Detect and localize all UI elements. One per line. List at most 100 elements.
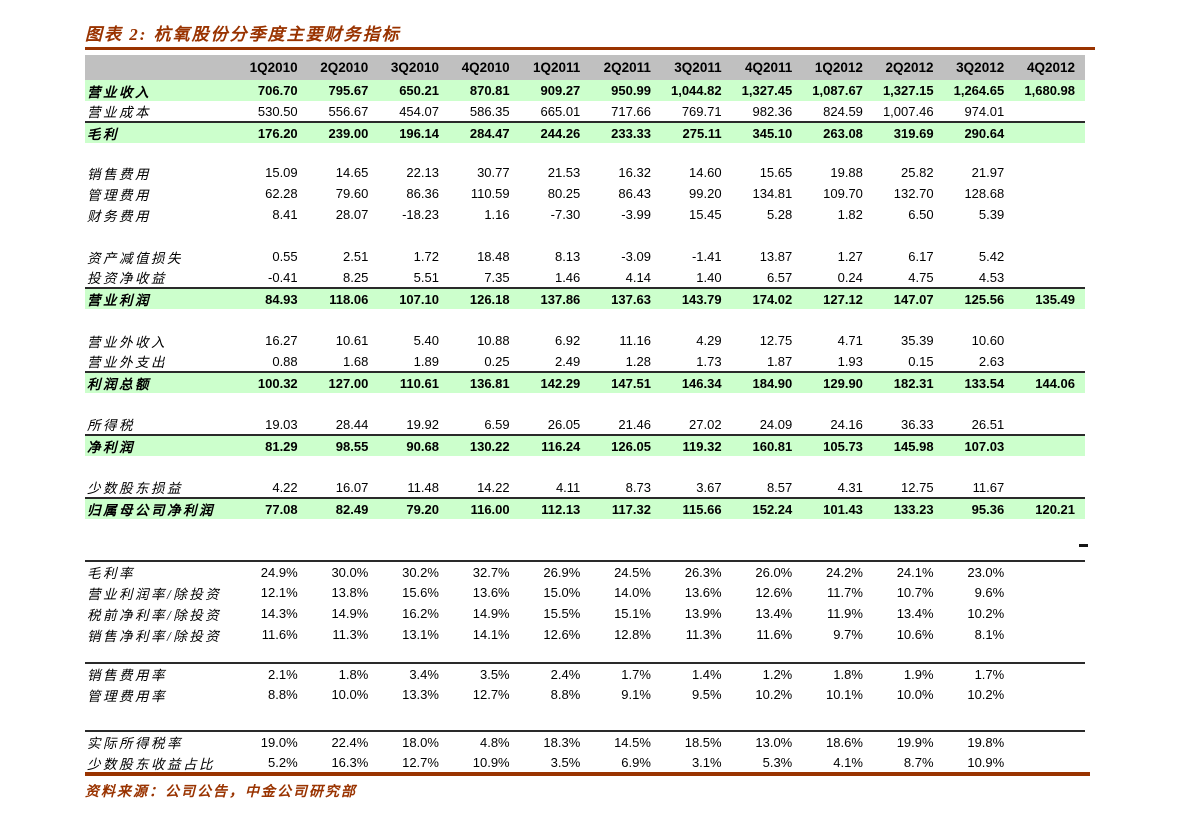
value-cell: 556.67: [328, 103, 369, 119]
value-cell: 3.1%: [691, 755, 722, 770]
value-cell: 4.75: [908, 269, 934, 285]
value-cell: 22.4%: [307, 730, 379, 752]
value-cell: [1014, 624, 1085, 645]
spacer-cell: [85, 456, 1085, 477]
quarter-column-header: 4Q2011: [731, 55, 803, 80]
value-cell: 129.90: [802, 371, 873, 393]
spacer-row: [85, 225, 1085, 246]
value-cell: 4.22: [272, 479, 298, 495]
value-cell: 182.31: [872, 371, 944, 393]
value-cell: 4.14: [625, 269, 651, 285]
value-cell: 15.65: [759, 165, 793, 180]
value-cell: [1014, 560, 1085, 582]
spacer-row: [85, 456, 1085, 477]
value-cell: 870.81: [448, 80, 520, 101]
value-cell: 13.0%: [731, 730, 803, 752]
value-cell: 5.42: [978, 249, 1005, 264]
value-cell: 10.2%: [755, 687, 793, 702]
value-cell: 128.68: [964, 186, 1005, 201]
value-cell: 18.3%: [519, 730, 591, 752]
value-cell: 19.0%: [237, 730, 308, 752]
value-cell: 10.0%: [331, 687, 369, 702]
value-cell: 30.0%: [307, 560, 379, 582]
value-cell: 19.88: [830, 165, 863, 180]
value-cell: 126.05: [590, 434, 661, 456]
value-cell: 13.1%: [402, 627, 439, 642]
value-cell: 160.81: [731, 434, 803, 456]
value-cell: 26.9%: [519, 560, 591, 582]
quarter-column-header: 1Q2012: [802, 55, 873, 80]
value-cell: 79.20: [378, 497, 449, 519]
value-cell: 1.87: [766, 353, 793, 369]
quarter-column-header: 4Q2012: [1014, 55, 1085, 80]
value-cell: [1014, 434, 1085, 456]
table-row: 投资净收益 -0.41 8.25 5.51 7.35 1.46 4.14 1.40 6.57 0.…: [85, 267, 1085, 288]
title-underline: [85, 47, 1095, 50]
value-cell: -1.41: [691, 249, 722, 264]
value-cell: [1014, 121, 1085, 143]
value-cell: 125.56: [943, 287, 1015, 309]
table-row: 少数股东收益占比 5.2% 16.3% 12.7% 10.9% 3.5% 6.9% 3.1% 5…: [85, 752, 1085, 773]
value-cell: 11.67: [972, 479, 1005, 495]
value-cell: 15.6%: [402, 585, 439, 600]
table-row: 营业收入 706.70 795.67 650.21 870.81 909.27 950.99…: [85, 80, 1085, 101]
value-cell: 1.73: [696, 353, 722, 369]
row-label: 营业外收入: [87, 334, 167, 350]
value-cell: 137.63: [590, 287, 661, 309]
value-cell: 1.40: [696, 269, 722, 285]
value-cell: 137.86: [519, 287, 591, 309]
table-row: 毛利率 24.9% 30.0% 30.2% 32.7% 26.9% 24.5% 26.3% 26…: [85, 560, 1085, 582]
value-cell: 35.39: [901, 333, 934, 348]
value-cell: 706.70: [237, 80, 308, 101]
value-cell: 8.7%: [903, 755, 934, 770]
value-cell: 7.35: [484, 269, 510, 285]
value-cell: 3.67: [696, 479, 722, 495]
value-cell: 13.6%: [684, 585, 722, 600]
table-row: 实际所得税率 19.0% 22.4% 18.0% 4.8% 18.3% 14.5% 18.5%…: [85, 730, 1085, 752]
value-cell: 144.06: [1014, 371, 1085, 393]
value-cell: 2.49: [554, 353, 581, 369]
value-cell: 147.07: [872, 287, 944, 309]
value-cell: 133.54: [943, 371, 1015, 393]
value-cell: 32.7%: [448, 560, 520, 582]
value-cell: 1.7%: [590, 662, 661, 684]
value-cell: 5.51: [413, 269, 439, 285]
value-cell: 6.50: [908, 207, 934, 222]
value-cell: 14.22: [477, 479, 510, 495]
value-cell: 12.6%: [543, 627, 581, 642]
row-label: 管理费用率: [87, 688, 167, 704]
value-cell: 2.51: [343, 249, 369, 264]
table-row: 营业外收入 16.27 10.61 5.40 10.88 6.92 11.16 4.29 12.…: [85, 330, 1085, 351]
quarter-column-header: 3Q2010: [378, 55, 449, 80]
value-cell: 130.22: [448, 434, 520, 456]
value-cell: 143.79: [660, 287, 732, 309]
value-cell: 6.92: [554, 333, 581, 348]
table-header-row: 1Q2010 2Q2010 3Q2010 4Q2010 1Q2011 2Q2011 3Q20…: [85, 55, 1085, 80]
table-row: 销售费用 15.09 14.65 22.13 30.77 21.53 16.32 14.60 1…: [85, 162, 1085, 183]
value-cell: 8.8%: [550, 687, 581, 702]
value-cell: 127.00: [307, 371, 379, 393]
value-cell: 14.1%: [472, 627, 510, 642]
value-cell: [1014, 246, 1085, 267]
row-label: 实际所得税率: [85, 730, 237, 752]
value-cell: 1,007.46: [882, 103, 934, 119]
value-cell: 275.11: [660, 121, 732, 143]
value-cell: 950.99: [590, 80, 661, 101]
value-cell: 105.73: [802, 434, 873, 456]
value-cell: 11.9%: [827, 606, 863, 621]
spacer-cell: [85, 143, 1085, 162]
value-cell: 15.09: [265, 165, 298, 180]
value-cell: 1,680.98: [1014, 80, 1085, 101]
value-cell: 10.9%: [472, 755, 510, 770]
value-cell: 5.3%: [762, 755, 793, 770]
value-cell: 112.13: [519, 497, 591, 519]
value-cell: 15.45: [689, 207, 722, 222]
value-cell: 586.35: [469, 103, 510, 119]
table-row: 净利润 81.29 98.55 90.68 130.22 116.24 126.05 119.…: [85, 434, 1085, 456]
value-cell: -7.30: [550, 207, 581, 222]
value-cell: 4.29: [696, 333, 722, 348]
value-cell: 5.39: [978, 207, 1005, 222]
value-cell: 13.87: [759, 249, 793, 264]
value-cell: 117.32: [590, 497, 661, 519]
value-cell: 196.14: [378, 121, 449, 143]
